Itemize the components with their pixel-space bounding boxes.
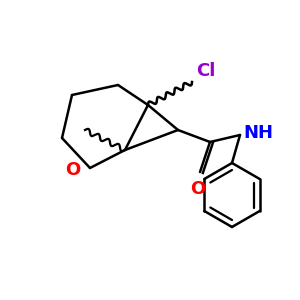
Text: Cl: Cl — [196, 62, 215, 80]
Text: NH: NH — [243, 124, 273, 142]
Text: O: O — [190, 180, 206, 198]
Text: O: O — [65, 161, 80, 179]
